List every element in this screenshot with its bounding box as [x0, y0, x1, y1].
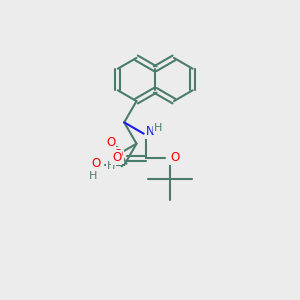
Text: O: O	[170, 151, 179, 164]
Text: O: O	[112, 151, 122, 164]
Text: H: H	[89, 171, 98, 182]
Text: O: O	[91, 157, 100, 170]
Text: O: O	[106, 136, 116, 149]
Text: H: H	[154, 123, 162, 133]
Text: H: H	[106, 160, 115, 171]
Text: O: O	[113, 148, 123, 161]
Text: N: N	[146, 125, 155, 138]
